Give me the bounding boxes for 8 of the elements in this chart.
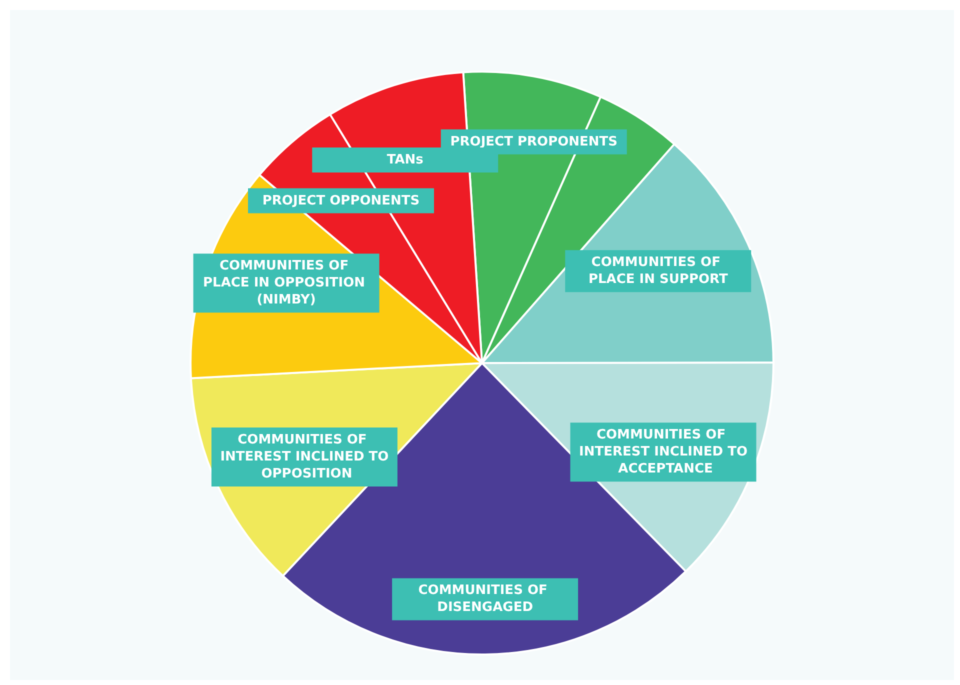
slice-label: COMMUNITIES OF DISENGAGED: [418, 583, 552, 616]
slice-label: TANs: [386, 152, 424, 168]
slice-label: COMMUNITIES OF INTEREST INCLINED TO ACCEPTANCE: [579, 428, 748, 477]
slice-label: COMMUNITIES OF INTEREST INCLINED TO OPPOSITION: [220, 432, 389, 482]
slice-label: COMMUNITIES OF PLACE IN OPPOSITION (NIMBY): [203, 258, 370, 308]
slice-label: COMMUNITIES OF PLACE IN SUPPORT: [588, 255, 728, 288]
slice-label: PROJECT PROPONENTS: [450, 134, 618, 150]
slice-label: PROJECT OPPONENTS: [262, 193, 420, 208]
